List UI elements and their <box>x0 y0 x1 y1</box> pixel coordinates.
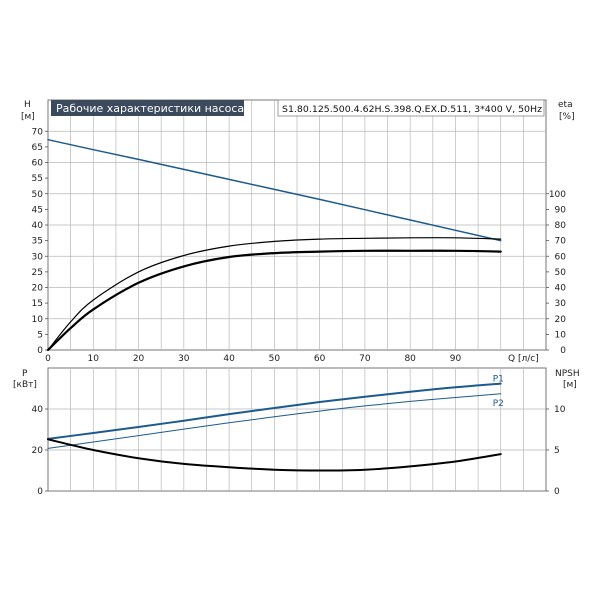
y2-tick-label: 100 <box>549 190 566 200</box>
x-tick-label: 70 <box>359 354 371 364</box>
h-axis-unit: [м] <box>21 112 35 122</box>
y2-tick-label: 5 <box>554 446 560 456</box>
y-tick-label: 65 <box>32 143 43 153</box>
y2-tick-label: 90 <box>555 205 567 215</box>
q-axis-label: Q [л/с] <box>508 354 539 364</box>
y-tick-label: 30 <box>32 252 44 262</box>
y-tick-label: 20 <box>32 446 44 456</box>
y-tick-label: 45 <box>32 205 43 215</box>
y2-tick-label: 70 <box>555 237 567 247</box>
lower-grid <box>48 368 546 491</box>
upper-tick-labels: 0 10 20 30 40 50 60 70 80 90 0 5 10 15 20 25 30 35 40 45 50 5… <box>32 127 567 364</box>
model-box <box>277 99 545 117</box>
p-axis-label: P <box>22 369 28 379</box>
y-tick-label: 50 <box>32 190 44 200</box>
y-tick-label: 55 <box>32 174 43 184</box>
y2-tick-label: 30 <box>555 299 567 309</box>
y-tick-label: 40 <box>32 405 44 415</box>
lower-series: P1 P2 <box>47 375 504 472</box>
y2-tick-label: 60 <box>555 252 567 262</box>
x-tick-label: 80 <box>404 354 416 364</box>
eta-curve <box>47 237 502 351</box>
y-tick-label: 20 <box>32 284 44 294</box>
chart-title: Рабочие характеристики насоса <box>56 102 244 115</box>
x-tick-label: 40 <box>223 354 235 364</box>
y-tick-label: 10 <box>32 315 44 325</box>
y-tick-label: 70 <box>32 127 44 137</box>
y-tick-label: 60 <box>32 159 44 169</box>
h-curve <box>47 138 502 242</box>
h-axis-label: H <box>24 100 31 110</box>
x-tick-label: 50 <box>269 354 281 364</box>
series-label-p2: P2 <box>493 399 504 409</box>
x-tick-label: 30 <box>178 354 190 364</box>
npsh-axis-label: NPSH <box>555 369 580 379</box>
eta-curve <box>46 249 502 352</box>
y-tick-label: 0 <box>37 487 43 497</box>
x-tick-label: 20 <box>133 354 145 364</box>
eta-axis-unit: [%] <box>559 112 575 122</box>
upper-grid <box>48 100 546 350</box>
y-tick-label: 5 <box>37 330 43 340</box>
x-tick-label: 60 <box>314 354 326 364</box>
y-tick-label: 35 <box>32 237 43 247</box>
upper-series <box>46 138 502 352</box>
y2-tick-label: 80 <box>555 221 567 231</box>
x-tick-label: 90 <box>450 354 462 364</box>
y2-tick-label: 10 <box>555 330 567 340</box>
y2-tick-label: 0 <box>560 346 566 356</box>
title-box <box>51 100 244 116</box>
series-label-p1: P1 <box>493 375 504 385</box>
lower-tick-labels: 0 20 40 0 5 10 <box>32 405 566 497</box>
y-tick-label: 40 <box>32 221 44 231</box>
y2-tick-label: 0 <box>554 487 560 497</box>
x-tick-label: 0 <box>45 354 51 364</box>
y2-tick-label: 10 <box>554 405 566 415</box>
npsh-curve <box>47 438 502 472</box>
p2-curve <box>47 393 502 449</box>
model-text: S1.80.125.500.4.62H.S.398.Q.EX.D.511, 3*… <box>282 105 542 115</box>
y2-tick-label: 50 <box>555 268 567 278</box>
npsh-axis-unit: [м] <box>563 380 577 390</box>
x-tick-label: 10 <box>88 354 100 364</box>
p1-curve <box>47 382 502 440</box>
y-tick-label: 25 <box>32 268 43 278</box>
y2-tick-label: 40 <box>555 284 567 294</box>
eta-axis-label: eta <box>558 100 573 110</box>
p-axis-unit: [кВт] <box>13 380 37 390</box>
y-tick-label: 0 <box>37 346 43 356</box>
y2-tick-label: 20 <box>555 315 567 325</box>
y-tick-label: 15 <box>32 299 43 309</box>
